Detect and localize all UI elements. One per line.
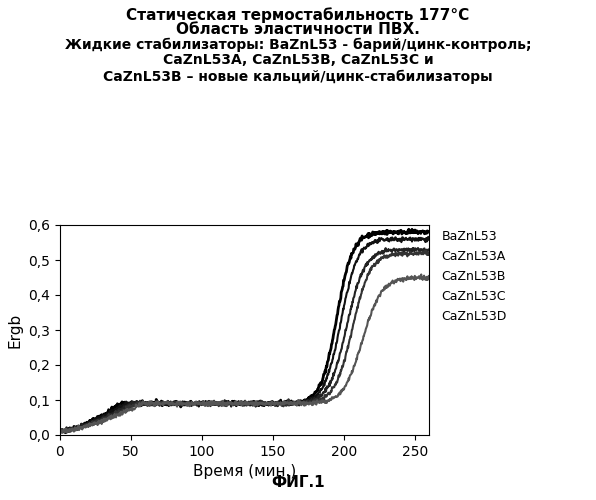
CaZnL53D: [281, 398, 288, 404]
CaZnL53A: [79, 424, 86, 430]
CaZnL53A: [281, 402, 288, 408]
CaZnL53C: [56, 430, 63, 436]
CaZnL53B: [271, 401, 278, 407]
BaZnL53: [337, 297, 344, 303]
CaZnL53A: [292, 400, 299, 406]
CaZnL53A: [424, 234, 432, 240]
Text: Область эластичности ПВХ.: Область эластичности ПВХ.: [176, 22, 420, 38]
Line: CaZnL53C: CaZnL53C: [60, 250, 429, 432]
CaZnL53C: [59, 430, 66, 436]
CaZnL53C: [375, 258, 382, 264]
CaZnL53C: [426, 250, 433, 256]
CaZnL53D: [426, 274, 433, 280]
X-axis label: Время (мин.): Время (мин.): [193, 464, 296, 479]
BaZnL53: [281, 401, 288, 407]
Line: CaZnL53A: CaZnL53A: [60, 237, 429, 432]
CaZnL53A: [63, 429, 70, 435]
CaZnL53B: [292, 400, 299, 406]
CaZnL53B: [410, 245, 417, 251]
BaZnL53: [405, 226, 412, 232]
CaZnL53C: [292, 401, 299, 407]
Text: Статическая термостабильность 177°С: Статическая термостабильность 177°С: [126, 8, 470, 23]
CaZnL53A: [56, 428, 63, 434]
CaZnL53D: [56, 428, 63, 434]
CaZnL53B: [79, 423, 86, 429]
BaZnL53: [292, 400, 299, 406]
CaZnL53B: [61, 430, 69, 436]
Y-axis label: Ergb: Ergb: [7, 312, 22, 348]
BaZnL53: [79, 422, 86, 428]
CaZnL53C: [423, 248, 430, 254]
CaZnL53B: [375, 250, 382, 256]
CaZnL53B: [281, 401, 288, 407]
CaZnL53D: [337, 392, 344, 398]
CaZnL53B: [426, 246, 433, 252]
Legend: BaZnL53, CaZnL53A, CaZnL53B, CaZnL53C, CaZnL53D: BaZnL53, CaZnL53A, CaZnL53B, CaZnL53C, C…: [436, 225, 512, 328]
Text: CaZnL53В – новые кальций/цинк-стабилизаторы: CaZnL53В – новые кальций/цинк-стабилизат…: [103, 70, 493, 84]
CaZnL53D: [292, 402, 299, 408]
Line: CaZnL53D: CaZnL53D: [60, 274, 429, 432]
CaZnL53A: [375, 236, 382, 242]
CaZnL53D: [418, 272, 425, 278]
CaZnL53B: [337, 350, 344, 356]
CaZnL53C: [281, 401, 288, 407]
CaZnL53C: [271, 401, 278, 407]
CaZnL53D: [63, 430, 70, 436]
CaZnL53A: [271, 402, 278, 408]
BaZnL53: [56, 428, 63, 434]
BaZnL53: [62, 430, 69, 436]
CaZnL53A: [426, 237, 433, 243]
CaZnL53A: [337, 320, 344, 326]
Line: CaZnL53B: CaZnL53B: [60, 248, 429, 432]
Text: CaZnL53A, CaZnL53B, CaZnL53C и: CaZnL53A, CaZnL53B, CaZnL53C и: [163, 54, 433, 68]
Text: Жидкие стабилизаторы: BaZnL53 - барий/цинк-контроль;: Жидкие стабилизаторы: BaZnL53 - барий/ци…: [65, 38, 531, 52]
CaZnL53B: [56, 428, 63, 434]
CaZnL53C: [79, 425, 86, 431]
CaZnL53D: [79, 424, 86, 430]
CaZnL53D: [375, 294, 382, 300]
Text: ФИГ.1: ФИГ.1: [271, 475, 325, 490]
BaZnL53: [375, 230, 382, 235]
Line: BaZnL53: BaZnL53: [60, 230, 429, 432]
BaZnL53: [426, 229, 433, 235]
CaZnL53D: [271, 402, 278, 408]
CaZnL53C: [337, 372, 344, 378]
BaZnL53: [271, 400, 278, 406]
